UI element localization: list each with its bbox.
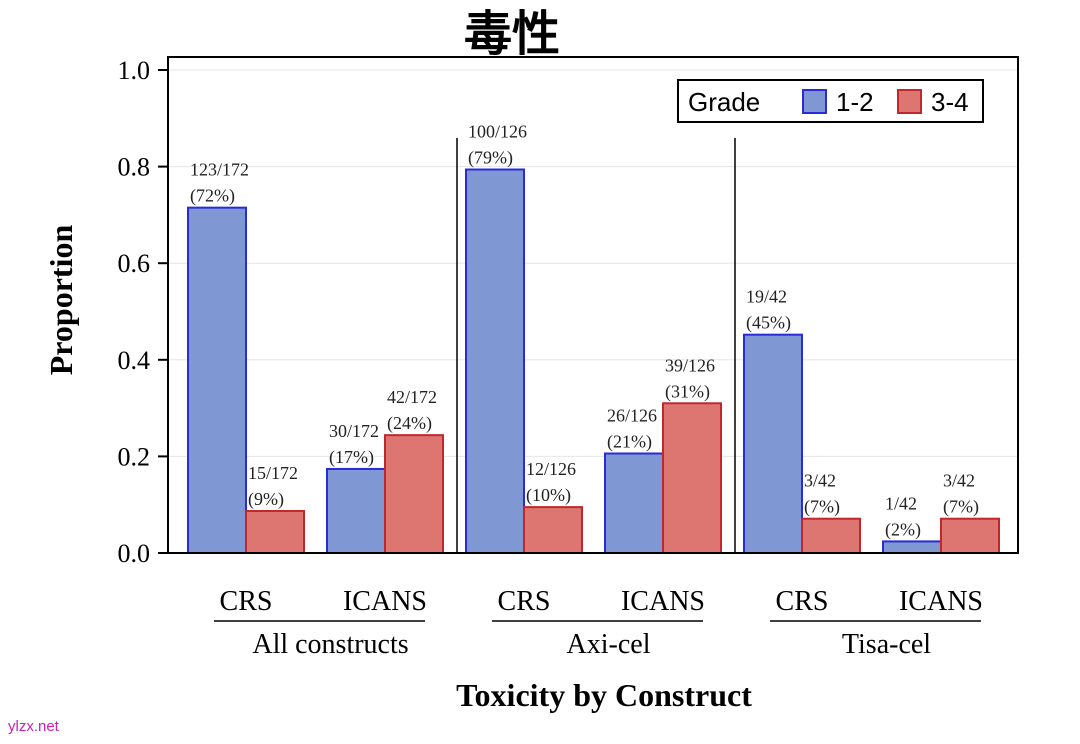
y-tick-label: 0.4	[118, 346, 151, 375]
chart-title: 毒性	[464, 6, 560, 62]
category-label: ICANS	[621, 586, 705, 617]
legend-box	[677, 79, 984, 123]
legend-swatch-3-4	[897, 89, 922, 114]
bar-label-percent: (7%)	[943, 497, 979, 518]
bar-label-count: 26/126	[607, 406, 657, 426]
category-label: ICANS	[899, 586, 983, 617]
bar-labels: 123/172 (72%) 15/172 (9%) 30/172 (17%) 42/172 (…	[190, 121, 979, 540]
bar-tisa-cel-crs-1-2	[743, 333, 803, 554]
category-label: CRS	[220, 586, 273, 617]
bar-label-percent: (10%)	[526, 485, 571, 506]
y-tick-label: 1.0	[118, 56, 151, 85]
bar-label-count: 19/42	[746, 287, 787, 307]
x-axis-label: Toxicity by Construct	[456, 677, 752, 713]
y-axis-label: Proportion	[43, 225, 79, 376]
legend-label-1-2: 1-2	[836, 87, 874, 117]
bar-label-percent: (9%)	[248, 489, 284, 510]
bar-label-percent: (45%)	[746, 313, 791, 334]
legend-title: Grade	[688, 87, 760, 117]
legend: Grade 1-2 3-4	[677, 79, 984, 123]
bar-label-count: 15/172	[248, 463, 298, 483]
bar-label-count: 30/172	[329, 421, 379, 441]
legend-swatch-1-2	[802, 89, 827, 114]
bar-tisa-cel-icans-3-4	[940, 517, 1000, 554]
bar-label-percent: (24%)	[387, 413, 432, 434]
bar-label-percent: (21%)	[607, 432, 652, 453]
bar-label-percent: (17%)	[329, 447, 374, 468]
category-label: CRS	[498, 586, 551, 617]
bar-label-count: 3/42	[943, 471, 975, 491]
bar-label-percent: (31%)	[665, 381, 710, 402]
bar-all-constructs-crs-1-2	[187, 206, 247, 554]
bar-axi-cel-icans-3-4	[662, 402, 722, 554]
bar-label-count: 1/42	[885, 493, 917, 513]
group-label: Tisa-cel	[842, 629, 931, 660]
bar-label-percent: (7%)	[804, 497, 840, 518]
category-label: ICANS	[343, 586, 427, 617]
y-tick-label: 0.0	[118, 539, 151, 568]
y-tick-label: 0.6	[118, 249, 151, 278]
bar-label-count: 39/126	[665, 355, 715, 375]
bar-label-count: 100/126	[468, 121, 527, 141]
group-label: Axi-cel	[567, 629, 651, 660]
grid-lines	[168, 69, 1018, 457]
bar-label-count: 3/42	[804, 471, 836, 491]
watermark: ylzx.net	[8, 718, 59, 735]
legend-label-3-4: 3-4	[931, 87, 969, 117]
bar-label-count: 12/126	[526, 459, 576, 479]
bar-all-constructs-crs-3-4	[245, 509, 305, 555]
bar-all-constructs-icans-3-4	[384, 434, 444, 555]
bars	[187, 168, 1000, 555]
y-axis: 0.0 0.2 0.4 0.6 0.8 1.0	[118, 56, 168, 568]
bar-label-percent: (72%)	[190, 186, 235, 207]
category-label: CRS	[776, 586, 829, 617]
bar-label-count: 123/172	[190, 160, 249, 180]
group-separators	[456, 138, 736, 553]
bar-axi-cel-icans-1-2	[604, 452, 664, 555]
bar-tisa-cel-icans-1-2	[882, 540, 942, 555]
y-tick-label: 0.2	[118, 442, 151, 471]
x-axis: CRS ICANS All constructs CRS ICANS Axi-cel CRS…	[214, 586, 983, 660]
y-tick-label: 0.8	[118, 153, 151, 182]
bar-label-percent: (2%)	[885, 519, 921, 540]
bar-label-count: 42/172	[387, 387, 437, 407]
bar-axi-cel-crs-3-4	[523, 506, 583, 554]
bar-tisa-cel-crs-3-4	[801, 517, 861, 554]
plot-frame	[167, 56, 1019, 554]
group-label: All constructs	[252, 629, 408, 660]
bar-label-percent: (79%)	[468, 147, 513, 168]
bar-axi-cel-crs-1-2	[465, 168, 525, 555]
bar-all-constructs-icans-1-2	[326, 467, 386, 555]
